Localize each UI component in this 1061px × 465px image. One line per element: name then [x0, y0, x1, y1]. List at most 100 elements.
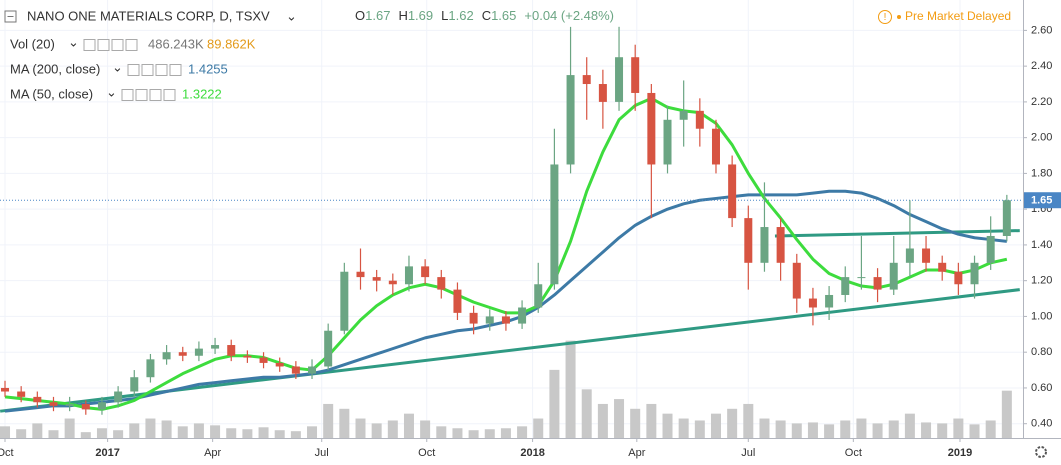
volume-bar — [775, 420, 786, 438]
volume-bar — [517, 426, 528, 438]
legend-name: MA (200, close) — [10, 61, 100, 76]
volume-bar — [307, 426, 318, 438]
ohlc-value: 1.65 — [491, 8, 516, 23]
volume-bar — [355, 418, 366, 438]
candle-body — [243, 355, 252, 358]
volume-layer — [0, 340, 1012, 438]
candle-body — [211, 345, 220, 349]
volume-bar — [145, 418, 156, 438]
x-tick-label: Jul — [741, 447, 755, 459]
volume-bar — [921, 422, 932, 438]
x-tick-label: Oct — [0, 447, 14, 459]
ohlc-readout: O1.67 H1.69 L1.62 C1.65 +0.04 (+2.48%) — [355, 8, 614, 23]
candle-body — [49, 402, 58, 406]
y-tick-label: 2.40 — [1031, 60, 1052, 72]
settings-gear[interactable] — [1035, 446, 1047, 458]
last-price-label: 1.65 — [1031, 195, 1052, 207]
candle-body — [97, 402, 106, 410]
legend-icon[interactable] — [127, 64, 140, 76]
legend-menu[interactable]: ⌄ — [106, 84, 117, 99]
volume-bar — [840, 420, 851, 438]
candle-body — [453, 289, 462, 313]
candle-body — [421, 266, 430, 278]
candle-body — [356, 271, 365, 278]
volume-bar — [403, 413, 414, 438]
candle-body — [65, 404, 74, 406]
volume-bar — [937, 423, 948, 438]
volume-bar — [177, 426, 188, 438]
volume-bar — [452, 428, 463, 438]
y-tick-label: 2.60 — [1031, 24, 1052, 36]
candle-body — [114, 391, 123, 403]
legend-icon[interactable] — [97, 39, 110, 51]
x-tick-label: Jul — [315, 447, 329, 459]
legend-icon[interactable] — [149, 89, 162, 101]
legend-icon[interactable] — [155, 64, 168, 76]
x-tick-label: 2018 — [520, 447, 544, 459]
candle-body — [905, 248, 914, 263]
volume-bar — [226, 428, 237, 438]
y-tick-label: 1.40 — [1031, 239, 1052, 251]
legend-icon[interactable] — [163, 89, 176, 101]
ohlc-label: C — [482, 8, 491, 23]
volume-bar — [16, 429, 27, 438]
legend-menu[interactable]: ⌄ — [112, 59, 123, 74]
x-tick-label: Apr — [628, 447, 645, 459]
legend-menu[interactable]: ⌄ — [68, 34, 79, 49]
volume-bar — [549, 369, 560, 438]
volume-bar — [80, 432, 91, 438]
volume-bar — [743, 403, 754, 438]
legend-value: 486.243K — [148, 36, 204, 51]
candle-body — [954, 271, 963, 285]
candle-body — [566, 75, 575, 165]
volume-bar — [1001, 390, 1012, 438]
volume-bar — [468, 430, 479, 438]
candle-body — [17, 391, 26, 397]
volume-bar — [807, 422, 818, 438]
volume-bar — [129, 423, 140, 438]
legend-icon[interactable] — [121, 89, 134, 101]
ma-line — [4, 96, 1008, 411]
volume-bar — [32, 423, 43, 438]
collapse-icon[interactable] — [4, 10, 17, 23]
candle-body — [1, 387, 10, 392]
y-tick-label: 1.20 — [1031, 275, 1052, 287]
y-tick-label: 0.40 — [1031, 418, 1052, 430]
candle-body — [33, 396, 42, 403]
candle-body — [808, 298, 817, 308]
volume-bar — [953, 418, 964, 438]
header: NANO ONE MATERIALS CORP, D, TSXV ⌄ O1.67… — [4, 8, 1011, 24]
volume-bar — [161, 420, 172, 438]
symbol-menu[interactable]: ⌄ — [286, 8, 297, 23]
y-tick-label: 1.00 — [1031, 310, 1052, 322]
candle-body — [873, 277, 882, 290]
legend-icon[interactable] — [135, 89, 148, 101]
legend-icon[interactable] — [141, 64, 154, 76]
legend-icon[interactable] — [169, 64, 182, 76]
volume-bar — [64, 418, 75, 438]
status-dot — [897, 15, 901, 19]
x-tick-label: 2017 — [95, 447, 119, 459]
candle-body — [582, 75, 591, 85]
volume-bar — [662, 413, 673, 438]
candle-body — [938, 262, 947, 272]
volume-bar — [0, 426, 11, 438]
candle-body — [550, 164, 559, 285]
status-icon-mark: ! — [884, 12, 887, 23]
y-tick-label: 2.20 — [1031, 96, 1052, 108]
volume-bar — [274, 430, 285, 438]
volume-bar — [242, 429, 253, 438]
volume-bar — [533, 418, 544, 438]
status-icon[interactable] — [878, 10, 892, 24]
legend-icon[interactable] — [111, 39, 124, 51]
candle-body — [615, 57, 624, 102]
volume-bar — [420, 420, 431, 438]
settings[interactable] — [1035, 446, 1047, 458]
candle-body — [986, 235, 995, 263]
legend-icon[interactable] — [125, 39, 138, 51]
candle-body — [744, 218, 753, 263]
candle-body — [437, 277, 446, 290]
candle-body — [1002, 200, 1011, 236]
volume-bar — [727, 408, 738, 438]
legend-icon[interactable] — [83, 39, 96, 51]
